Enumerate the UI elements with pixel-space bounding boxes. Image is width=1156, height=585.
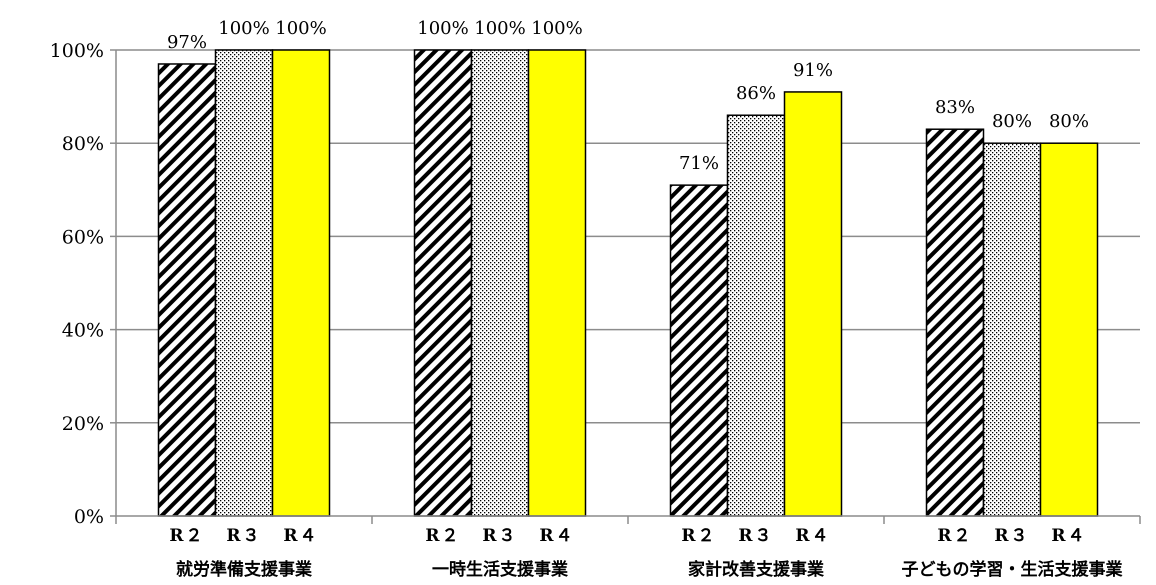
data-label: 83% xyxy=(935,97,975,118)
data-label: 91% xyxy=(793,60,833,81)
data-label: 80% xyxy=(1049,111,1089,132)
series-label: R２ xyxy=(169,526,204,546)
bar xyxy=(726,114,786,517)
series-label: R３ xyxy=(226,526,261,546)
bars xyxy=(157,49,1099,517)
series-label: R３ xyxy=(482,526,517,546)
bar xyxy=(470,49,530,517)
y-tick-label: 20% xyxy=(62,413,104,435)
y-tick-label: 100% xyxy=(50,40,104,62)
bar xyxy=(1039,142,1099,517)
bar xyxy=(157,63,217,517)
bar xyxy=(783,91,843,517)
series-label: R３ xyxy=(994,526,1029,546)
data-label: 100% xyxy=(531,18,582,39)
series-label: R４ xyxy=(1051,526,1086,546)
y-tick-label: 80% xyxy=(62,133,104,155)
axes xyxy=(110,49,1141,524)
data-label: 100% xyxy=(218,18,269,39)
category-label: 就労準備支援事業 xyxy=(176,559,312,580)
series-label: R２ xyxy=(425,526,460,546)
data-label: 97% xyxy=(167,32,207,53)
series-label: R４ xyxy=(539,526,574,546)
category-label: 子どもの学習・生活支援事業 xyxy=(902,559,1123,580)
series-label: R２ xyxy=(937,526,972,546)
y-tick-label: 0% xyxy=(74,506,104,528)
bar xyxy=(413,49,473,517)
data-label: 80% xyxy=(992,111,1032,132)
bar xyxy=(982,142,1042,517)
bar xyxy=(214,49,274,517)
labels: 0% 20% 40% 60% 80% 100% 97% R２ 100% R３ 100% R４ 就労準備支… xyxy=(50,18,1123,580)
data-label: 100% xyxy=(417,18,468,39)
category-label: 一時生活支援事業 xyxy=(432,559,568,580)
series-label: R４ xyxy=(795,526,830,546)
series-label: R２ xyxy=(681,526,716,546)
series-label: R３ xyxy=(738,526,773,546)
y-tick-label: 40% xyxy=(62,320,104,342)
data-label: 100% xyxy=(275,18,326,39)
bar xyxy=(527,49,587,517)
data-label: 71% xyxy=(679,153,719,174)
bar xyxy=(925,128,985,517)
y-tick-label: 60% xyxy=(62,226,104,248)
category-label: 家計改善支援事業 xyxy=(688,559,824,580)
bar xyxy=(669,184,729,517)
data-label: 100% xyxy=(474,18,525,39)
data-label: 86% xyxy=(736,83,776,104)
bar xyxy=(271,49,331,517)
series-label: R４ xyxy=(283,526,318,546)
